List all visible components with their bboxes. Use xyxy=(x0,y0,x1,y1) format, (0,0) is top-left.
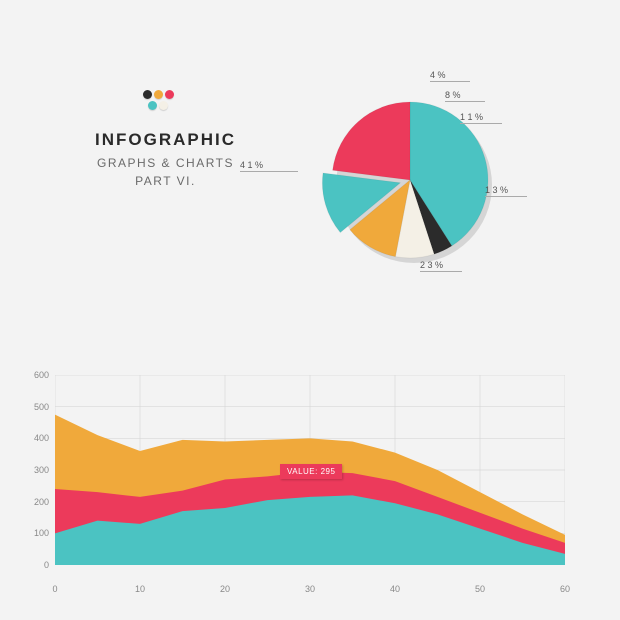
pie-svg xyxy=(300,60,580,280)
x-tick-label: 0 xyxy=(52,584,57,594)
y-tick-label: 0 xyxy=(44,560,49,570)
x-tick-label: 20 xyxy=(220,584,230,594)
x-tick-label: 50 xyxy=(475,584,485,594)
x-tick-label: 10 xyxy=(135,584,145,594)
x-tick-label: 60 xyxy=(560,584,570,594)
pie-slice-label: 4 % xyxy=(430,70,470,82)
y-tick-label: 400 xyxy=(34,433,49,443)
x-tick-label: 30 xyxy=(305,584,315,594)
y-tick-label: 200 xyxy=(34,497,49,507)
palette-dot xyxy=(143,90,152,99)
pie-slice xyxy=(333,102,410,180)
pie-chart: 4 1 %4 %8 %1 1 %1 3 %2 3 % xyxy=(300,60,580,280)
y-tick-label: 600 xyxy=(34,370,49,380)
title-main: INFOGRAPHIC xyxy=(95,130,236,150)
palette-dot xyxy=(165,90,174,99)
palette-dot xyxy=(159,101,168,110)
x-tick-label: 40 xyxy=(390,584,400,594)
value-tag: VALUE: 295 xyxy=(280,464,342,479)
pie-slice-label: 8 % xyxy=(445,90,485,102)
palette-dot xyxy=(148,101,157,110)
y-tick-label: 100 xyxy=(34,528,49,538)
palette-dot xyxy=(154,90,163,99)
header-block: INFOGRAPHIC GRAPHS & CHARTS PART VI. xyxy=(95,130,236,188)
pie-slice-label: 2 3 % xyxy=(420,260,462,272)
pie-slice-label: 4 1 % xyxy=(240,160,298,172)
dot-cluster xyxy=(143,90,179,110)
title-subtitle: GRAPHS & CHARTS xyxy=(95,156,236,170)
pie-slice-label: 1 1 % xyxy=(460,112,502,124)
pie-slice-label: 1 3 % xyxy=(485,185,527,197)
area-chart: 0100200300400500600 0102030405060 VALUE:… xyxy=(55,375,565,580)
y-tick-label: 300 xyxy=(34,465,49,475)
y-tick-label: 500 xyxy=(34,402,49,412)
title-part: PART VI. xyxy=(95,174,236,188)
